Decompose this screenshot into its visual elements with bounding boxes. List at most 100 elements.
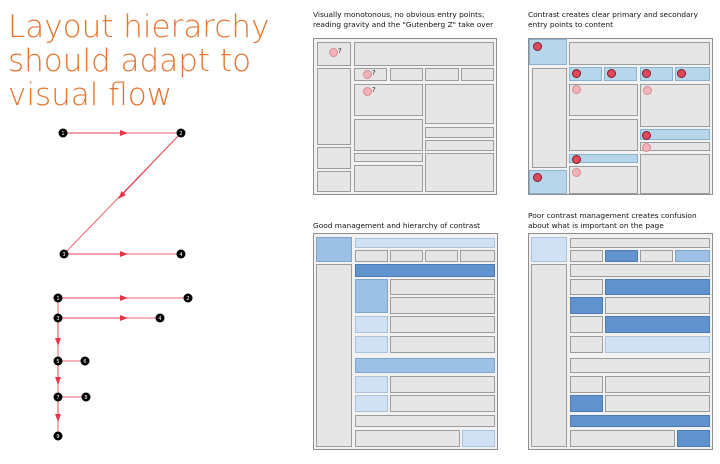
z-pattern-diagram: 1 2 3 4 (58, 128, 186, 259)
wf-block-highlight (570, 415, 710, 427)
wf-block-highlight (462, 430, 495, 447)
wf-block-highlight (355, 358, 495, 373)
f-node-6: 6 (80, 356, 90, 366)
wf-block (390, 297, 495, 314)
wf-block (317, 171, 351, 192)
wf-block-highlight (640, 129, 710, 140)
wf-block (531, 264, 567, 447)
entry-point-marker (642, 143, 651, 152)
wireframe-monotonous: ? ? ? (313, 38, 497, 195)
wf-block (317, 68, 351, 145)
wf-block (425, 84, 494, 124)
svg-text:3: 3 (56, 316, 59, 322)
z-node-3: 3 (59, 249, 69, 259)
wf-block (354, 119, 423, 151)
wf-block-highlight (605, 279, 710, 295)
entry-point-marker (533, 173, 542, 182)
z-node-2: 2 (176, 128, 186, 138)
question-mark: ? (338, 47, 342, 55)
entry-point-marker (607, 69, 616, 78)
wf-block (317, 147, 351, 169)
page-title: Layout hierarchy should adapt to visual … (8, 10, 288, 112)
wf-block (570, 279, 603, 295)
svg-text:2: 2 (179, 131, 182, 137)
z-node-1: 1 (58, 128, 68, 138)
entry-point-marker (642, 131, 651, 140)
wf-block (390, 250, 423, 262)
f-pattern-diagram: 1 2 3 4 5 6 7 8 9 (53, 293, 193, 441)
wf-block (460, 250, 495, 262)
f-node-4: 4 (155, 313, 165, 323)
question-mark: ? (372, 69, 376, 77)
title-line-1: Layout hierarchy (8, 9, 270, 45)
wf-block (605, 376, 710, 393)
wf-block (570, 358, 710, 373)
panel-2-caption: Contrast creates clear primary and secon… (528, 10, 698, 29)
wf-block (355, 430, 460, 447)
wf-block (390, 279, 495, 295)
entry-point-marker (572, 69, 581, 78)
wf-block (425, 68, 459, 81)
wf-block-highlight (605, 336, 710, 353)
wf-block (425, 140, 494, 151)
entry-point-marker (643, 86, 652, 95)
wf-block-highlight (677, 430, 710, 447)
f-node-7: 7 (53, 392, 63, 402)
wf-block (605, 297, 710, 314)
svg-text:8: 8 (84, 395, 87, 401)
wf-block (390, 395, 495, 412)
wf-block-highlight (531, 237, 567, 262)
f-node-3: 3 (53, 313, 63, 323)
wf-block (640, 154, 710, 194)
wf-block (569, 42, 710, 65)
wf-block (390, 336, 495, 353)
wf-block (354, 153, 423, 162)
entry-point-marker (363, 87, 372, 96)
wf-block (354, 42, 494, 66)
wf-block (570, 238, 710, 248)
wf-block (640, 250, 673, 262)
panel-3-caption: Good management and hierarchy of contras… (313, 221, 481, 230)
f-node-2: 2 (183, 293, 193, 303)
entry-point-marker (329, 48, 338, 57)
wf-block (570, 430, 675, 447)
wf-block (532, 68, 567, 168)
entry-point-marker (572, 168, 581, 177)
wireframe-poor-contrast (528, 233, 713, 450)
f-node-5: 5 (53, 356, 63, 366)
wireframe-clear-entry-points (528, 38, 713, 195)
wf-block (425, 153, 494, 192)
wf-block (570, 316, 603, 333)
svg-text:2: 2 (186, 296, 189, 302)
wf-block-highlight (355, 336, 388, 353)
wireframe-good-hierarchy (313, 233, 498, 450)
wf-block (570, 264, 710, 277)
wf-block-highlight (355, 376, 388, 393)
title-line-2: should adapt to (8, 43, 252, 79)
wf-block (355, 415, 495, 427)
wf-block (605, 395, 710, 412)
wf-block (461, 68, 494, 81)
wf-block-highlight (355, 264, 495, 277)
title-line-3: visual flow (8, 77, 173, 113)
svg-text:4: 4 (158, 316, 161, 322)
entry-point-marker (572, 85, 581, 94)
f-node-9: 9 (53, 431, 63, 441)
svg-text:4: 4 (179, 252, 182, 258)
wf-block (425, 127, 494, 138)
panel-1-caption: Visually monotonous, no obvious entry po… (313, 10, 494, 29)
wf-block-highlight (605, 250, 638, 262)
wf-block-highlight (570, 395, 603, 412)
f-node-8: 8 (81, 392, 91, 402)
svg-text:5: 5 (56, 359, 59, 365)
entry-point-marker (677, 69, 686, 78)
wf-block (354, 165, 423, 192)
wf-block (640, 142, 710, 151)
svg-text:1: 1 (56, 296, 59, 302)
wf-block-highlight (316, 237, 352, 262)
wf-block-highlight (605, 316, 710, 333)
wf-block-highlight (355, 279, 388, 313)
svg-text:7: 7 (56, 395, 59, 401)
svg-text:9: 9 (56, 434, 59, 440)
